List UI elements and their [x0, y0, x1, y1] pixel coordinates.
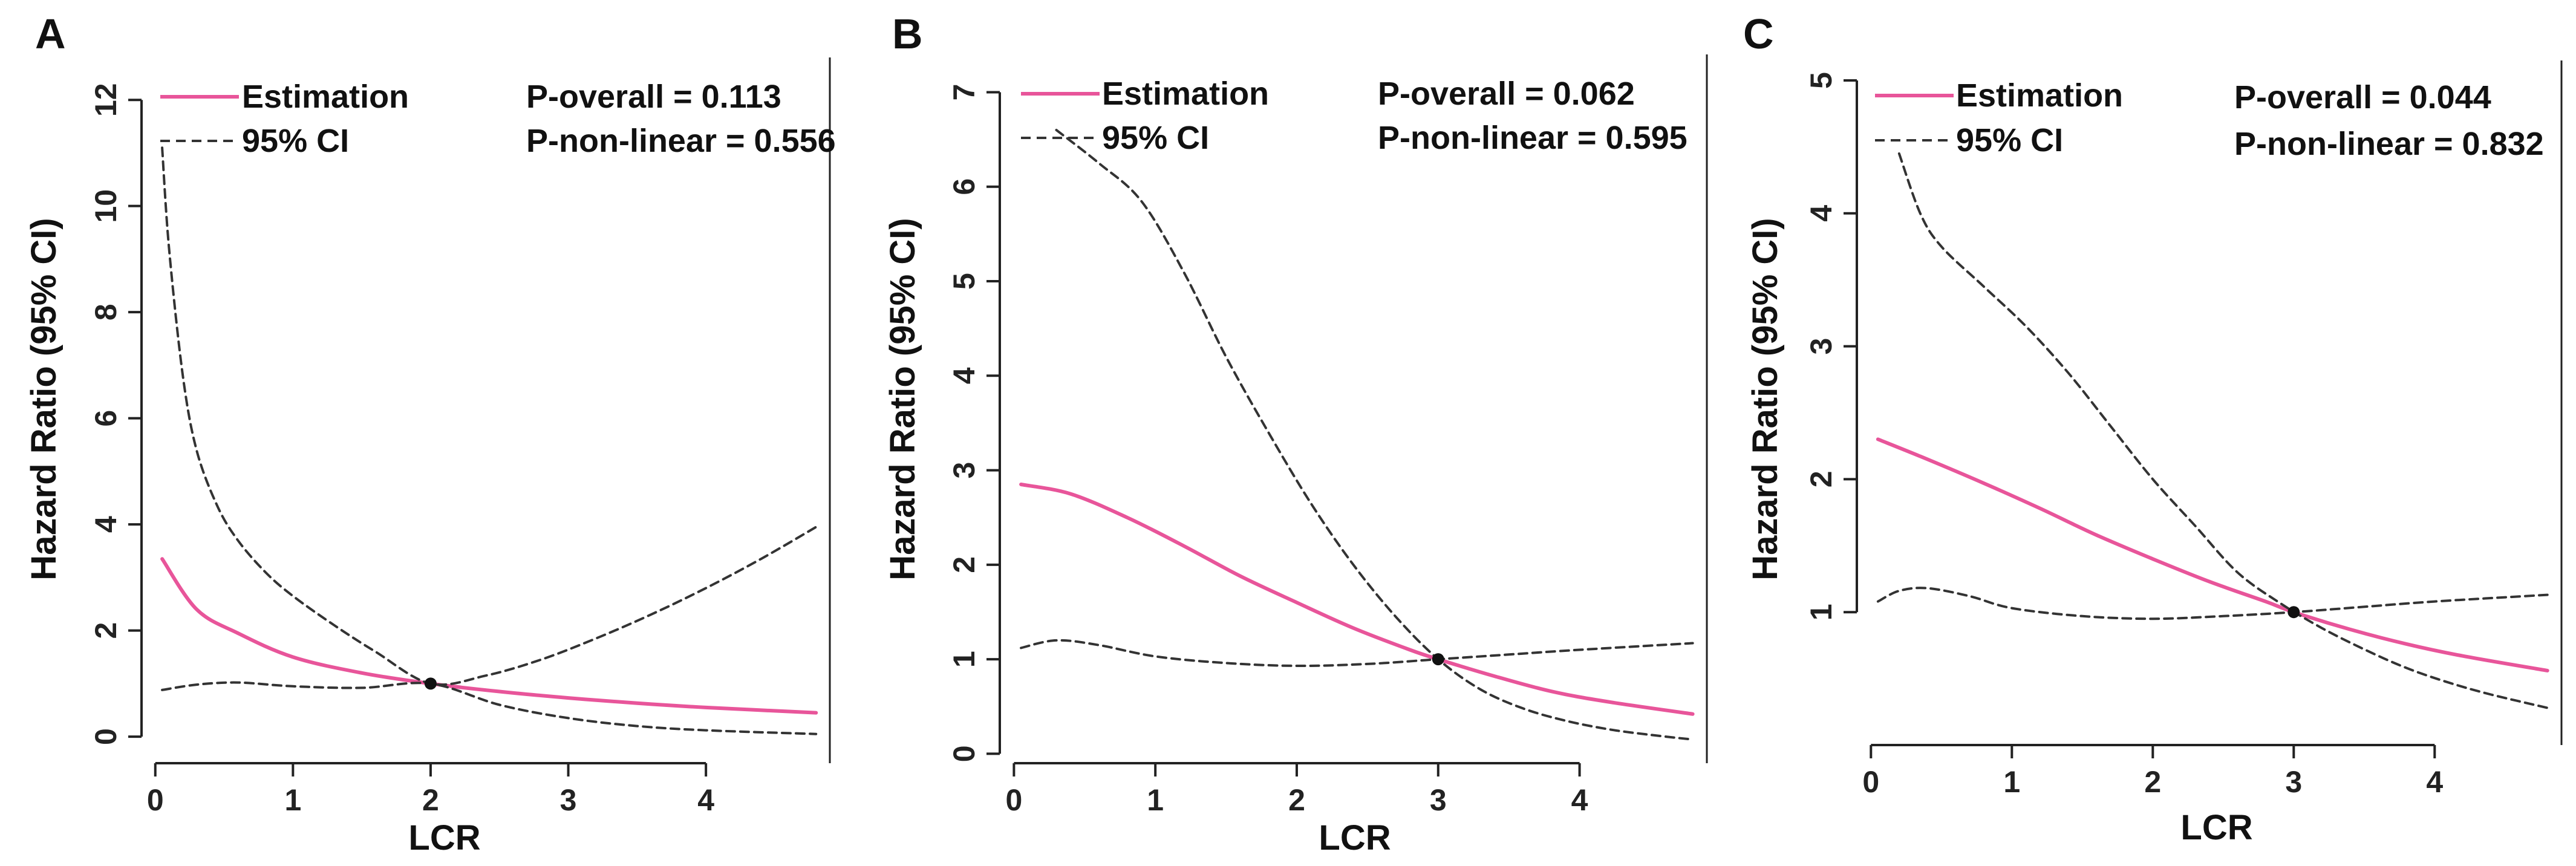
panel-c-p-overall: P-overall = 0.044: [2234, 79, 2491, 116]
panel-c-y-tick-label-4: 5: [1804, 72, 1838, 89]
panel-a-x-tick-label-4: 4: [697, 783, 714, 817]
panel-b-ci-upper-curve: [1055, 129, 1694, 741]
panel-a-xlabel: LCR: [408, 818, 480, 858]
panel-c-x-tick-label-1: 1: [2003, 765, 2020, 799]
panel-a-p-nonlinear: P-non-linear = 0.556: [526, 123, 836, 159]
panel-c-axes: 0 1 2 3 4 1 2 3 4 5: [1804, 60, 2563, 799]
panel-b-x-tick-label-4: 4: [1571, 783, 1588, 817]
panel-c-legend-ci: 95% CI: [1956, 122, 2063, 158]
panel-c-ylabel: Hazard Ratio (95% CI): [1746, 218, 1785, 580]
panel-a-y-tick-label-3: 6: [89, 410, 123, 427]
panel-a-ci-lower-curve: [161, 681, 818, 735]
panel-c-x-tick-label-0: 0: [1862, 765, 1879, 799]
panel-c-y-tick-label-0: 1: [1804, 604, 1838, 620]
panel-c-xlabel: LCR: [2180, 808, 2252, 847]
panel-a-curves: [160, 146, 818, 735]
panel-a-x-tick-label-1: 1: [284, 783, 301, 817]
panel-c-estimation-curve: [1876, 437, 2549, 672]
panel-b-y-tick-label-5: 5: [947, 273, 981, 290]
panel-b-legend-ci: 95% CI: [1102, 120, 1209, 156]
panel-a-legend-estimation: Estimation: [242, 79, 409, 115]
panel-b-ylabel: Hazard Ratio (95% CI): [883, 218, 922, 580]
panel-a-legend-ci: 95% CI: [242, 123, 349, 159]
panel-a-y-tick-label-4: 8: [89, 304, 123, 321]
panel-b: B 0 1 2 3 4 0 1 2 3 4 5 6 7 LCR Hazard Ratio (95% CI…: [883, 10, 1708, 858]
panel-c-y-tick-label-3: 4: [1804, 205, 1838, 222]
panel-b-y-tick-label-6: 6: [947, 178, 981, 195]
panel-b-xlabel: LCR: [1319, 818, 1391, 858]
panel-a-y-tick-label-6: 12: [89, 83, 123, 117]
panel-c-reference-point: [2287, 606, 2300, 619]
panel-a-x-tick-label-3: 3: [560, 783, 577, 817]
panel-c-x-tick-label-3: 3: [2285, 765, 2302, 799]
panel-b-legend-estimation: Estimation: [1102, 76, 1269, 112]
panel-b-estimation-curve: [1019, 483, 1695, 716]
panel-b-x-tick-label-0: 0: [1005, 783, 1022, 817]
panel-a-letter: A: [35, 10, 66, 57]
panel-a-y-tick-label-5: 10: [89, 189, 123, 223]
panel-c-x-tick-label-2: 2: [2144, 765, 2161, 799]
panel-c-letter: C: [1743, 10, 1774, 57]
panel-a-reference-point: [424, 677, 437, 690]
panel-a-x-tick-label-2: 2: [422, 783, 439, 817]
panel-b-x-tick-label-1: 1: [1147, 783, 1164, 817]
panel-c-y-tick-label-1: 2: [1804, 470, 1838, 487]
panel-b-axes: 0 1 2 3 4 0 1 2 3 4 5 6 7: [947, 54, 1708, 817]
panel-b-x-tick-label-3: 3: [1430, 783, 1447, 817]
panel-b-y-tick-label-1: 1: [947, 651, 981, 668]
panel-a-x-tick-label-0: 0: [147, 783, 164, 817]
panel-b-reference-point: [1432, 653, 1444, 666]
panel-b-y-tick-label-4: 4: [947, 367, 981, 384]
panel-b-y-tick-label-2: 2: [947, 556, 981, 573]
panel-c-legend-estimation: Estimation: [1956, 77, 2123, 114]
panel-a-ci-upper-curve: [161, 146, 818, 686]
panel-a-y-tick-label-1: 2: [89, 622, 123, 639]
panel-c-ci-upper-curve: [1897, 152, 2549, 709]
panel-c-x-tick-label-4: 4: [2426, 765, 2443, 799]
panel-b-ci-lower-curve: [1020, 639, 1694, 668]
panel-b-y-tick-label-3: 3: [947, 462, 981, 479]
panel-a-ylabel: Hazard Ratio (95% CI): [24, 218, 64, 580]
panel-a-p-overall: P-overall = 0.113: [526, 79, 781, 115]
panel-b-p-overall: P-overall = 0.062: [1378, 76, 1635, 112]
panel-c-ci-lower-curve: [1876, 587, 2549, 620]
panel-b-p-nonlinear: P-non-linear = 0.595: [1378, 120, 1687, 156]
panel-b-y-tick-label-0: 0: [947, 745, 981, 762]
panel-c: C 0 1 2 3 4 1 2 3 4 5 LCR Hazard Ratio (95% CI) E…: [1743, 10, 2563, 847]
panel-b-y-tick-label-7: 7: [947, 84, 981, 101]
panel-c-curves: [1876, 152, 2549, 709]
panel-a-y-tick-label-0: 0: [89, 728, 123, 745]
panel-c-p-nonlinear: P-non-linear = 0.832: [2234, 126, 2544, 162]
panel-b-curves: [1019, 129, 1695, 741]
panel-b-x-tick-label-2: 2: [1288, 783, 1305, 817]
panel-a-y-tick-label-2: 4: [89, 516, 123, 533]
panel-b-letter: B: [892, 10, 923, 57]
panel-c-y-tick-label-2: 3: [1804, 338, 1838, 355]
